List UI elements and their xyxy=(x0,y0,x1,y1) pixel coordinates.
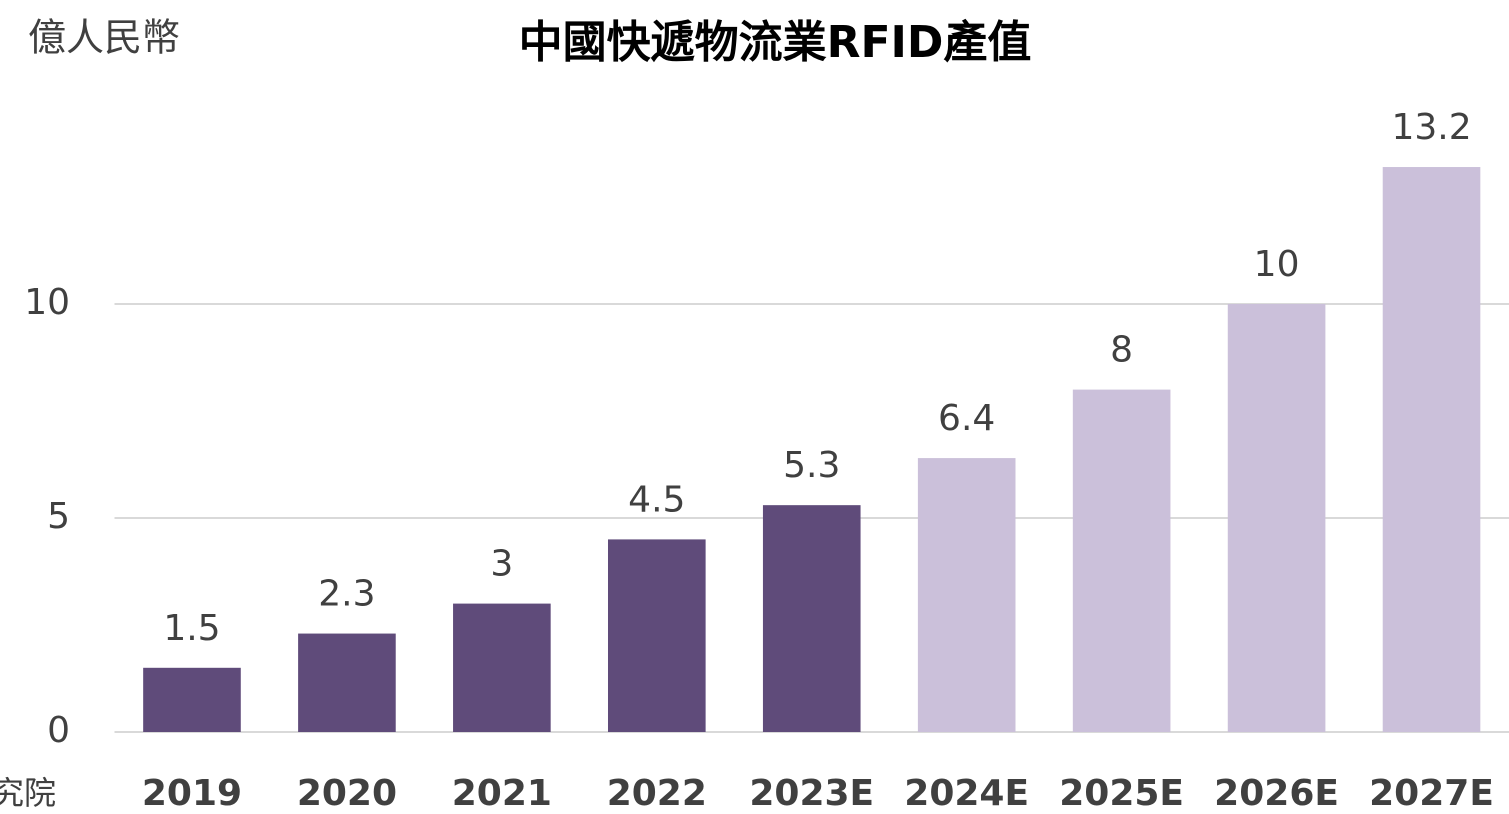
chart-title: 中國快遞物流業RFID產值 xyxy=(519,17,1032,68)
bar xyxy=(298,633,396,732)
bar xyxy=(607,539,706,732)
x-tick-label: 2025E xyxy=(1059,773,1184,814)
bar xyxy=(917,458,1016,732)
value-label: 6.4 xyxy=(938,398,995,439)
y-axis-label: 億人民幣 xyxy=(28,16,180,60)
value-label: 3 xyxy=(490,544,513,585)
bar xyxy=(143,667,241,732)
y-tick-label: 10 xyxy=(24,282,70,323)
x-tick-label: 2021 xyxy=(452,773,552,814)
x-tick-label: 2027E xyxy=(1369,773,1494,814)
y-tick-label: 5 xyxy=(47,496,70,537)
x-tick-label: 2020 xyxy=(297,773,397,814)
bar xyxy=(1227,304,1326,732)
value-label: 13.2 xyxy=(1391,107,1471,148)
value-label: 1.5 xyxy=(163,608,220,649)
x-tick-label: 2022 xyxy=(607,773,707,814)
value-label: 10 xyxy=(1254,244,1300,285)
value-label: 8 xyxy=(1110,330,1133,371)
x-tick-label: 2026E xyxy=(1214,773,1339,814)
source: 究院 xyxy=(0,774,56,812)
y-tick-label: 0 xyxy=(47,710,70,751)
bar xyxy=(762,505,861,732)
value-label: 5.3 xyxy=(783,445,840,486)
value-label: 4.5 xyxy=(628,479,685,520)
bar xyxy=(453,603,551,732)
value-label: 2.3 xyxy=(318,574,375,615)
x-tick-label: 2023E xyxy=(749,773,874,814)
x-tick-label: 2019 xyxy=(142,773,242,814)
bar xyxy=(1072,389,1171,732)
bar xyxy=(1382,167,1481,733)
x-tick-label: 2024E xyxy=(904,773,1029,814)
